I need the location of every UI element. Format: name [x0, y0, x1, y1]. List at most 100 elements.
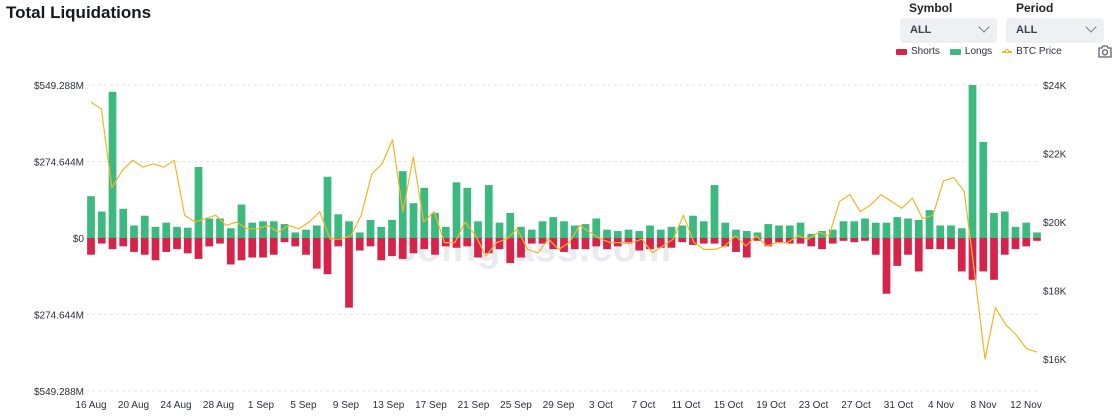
short-bar [914, 238, 923, 272]
y-left-tick-label: $549.288M [34, 81, 84, 92]
legend-swatch-btc-price [1002, 48, 1013, 53]
long-bar [248, 222, 257, 238]
short-bar [957, 238, 966, 272]
x-tick-label: 20 Aug [118, 400, 149, 411]
short-bar [635, 238, 644, 251]
short-bar [323, 238, 332, 275]
long-bar [581, 224, 590, 238]
short-bar [226, 238, 235, 265]
long-bar [785, 225, 794, 238]
long-bar [302, 229, 310, 238]
x-tick-label: 11 Oct [672, 400, 701, 411]
long-bar [388, 219, 396, 238]
short-bar [871, 238, 880, 255]
long-bar [979, 141, 988, 238]
x-tick-label: 7 Oct [632, 400, 656, 411]
legend-item-btc-price[interactable]: BTC Price [1002, 46, 1062, 57]
long-bar [753, 232, 762, 238]
long-bar [484, 185, 493, 238]
short-bar [398, 238, 407, 259]
long-bar [538, 221, 547, 238]
x-tick-label: 12 Nov [1010, 400, 1042, 411]
x-tick-label: 31 Oct [884, 400, 914, 411]
short-bar [1022, 238, 1031, 247]
short-bar [592, 238, 601, 247]
short-bar [474, 238, 482, 258]
long-bar [355, 232, 364, 238]
long-bar [1022, 222, 1031, 238]
long-bar [925, 210, 934, 238]
x-tick-label: 16 Aug [75, 400, 106, 411]
long-bar [216, 218, 224, 238]
long-bar [441, 226, 450, 238]
period-label: Period [1016, 1, 1054, 15]
short-bar [796, 238, 805, 244]
legend-item-longs[interactable]: Longs [949, 46, 992, 57]
long-bar [635, 231, 644, 238]
chart-legend: Shorts Longs BTC Price [896, 46, 1072, 57]
short-bar [194, 238, 203, 259]
long-bar [377, 226, 386, 238]
camera-icon[interactable] [1098, 45, 1112, 58]
long-bar [775, 225, 783, 238]
long-bar [312, 225, 321, 238]
long-bar [957, 228, 966, 238]
y-left-tick-label: $274.644M [34, 158, 84, 169]
symbol-label: Symbol [909, 1, 953, 15]
long-bar [474, 221, 482, 238]
period-select[interactable]: ALL [1006, 18, 1104, 43]
short-bar [259, 238, 267, 258]
long-bar [764, 224, 773, 238]
short-bar [947, 238, 955, 250]
short-bar [850, 238, 859, 243]
x-tick-label: 17 Sep [415, 400, 447, 411]
long-bar [323, 176, 332, 238]
long-bar [871, 222, 880, 238]
x-tick-label: 29 Sep [543, 400, 575, 411]
x-tick-label: 15 Oct [714, 400, 744, 411]
short-bar [721, 238, 730, 247]
short-bar [732, 238, 740, 252]
short-bar [710, 238, 719, 244]
legend-swatch-longs [949, 48, 961, 55]
long-bar [183, 227, 192, 238]
long-bar [452, 182, 461, 238]
legend-item-shorts[interactable]: Shorts [896, 46, 940, 57]
short-bar [979, 238, 988, 272]
short-bar [452, 238, 461, 248]
short-bar [280, 238, 289, 243]
long-bar [904, 218, 912, 238]
short-bar [463, 238, 472, 247]
short-bar [656, 238, 665, 248]
btc-price-line [90, 101, 1038, 360]
short-bar [248, 238, 257, 258]
long-bar [108, 91, 117, 239]
legend-label-btc-price: BTC Price [1016, 46, 1062, 57]
long-bar [947, 225, 955, 238]
short-bar [484, 238, 493, 254]
short-bar [753, 238, 762, 241]
long-bar [345, 221, 353, 238]
short-bar [904, 238, 912, 255]
long-bar [861, 218, 869, 238]
x-tick-label: 13 Sep [373, 400, 405, 411]
long-bar [893, 217, 902, 238]
short-bar [173, 238, 181, 250]
y-right-tick-label: $16K [1043, 355, 1067, 366]
legend-label-shorts: Shorts [911, 46, 940, 57]
x-tick-label: 25 Sep [500, 400, 532, 411]
long-bar [280, 224, 289, 238]
short-bar [764, 238, 773, 247]
x-tick-label: 4 Nov [928, 400, 954, 411]
long-bar [205, 218, 214, 238]
long-bar [656, 229, 665, 238]
x-tick-label: 3 Oct [589, 400, 613, 411]
short-bar [302, 238, 310, 255]
short-bar [506, 238, 515, 264]
long-bar [162, 222, 171, 238]
x-tick-label: 24 Aug [160, 400, 191, 411]
long-bar [495, 222, 504, 238]
symbol-select[interactable]: ALL [900, 18, 997, 43]
short-bar [388, 238, 396, 257]
long-bar [710, 185, 719, 238]
